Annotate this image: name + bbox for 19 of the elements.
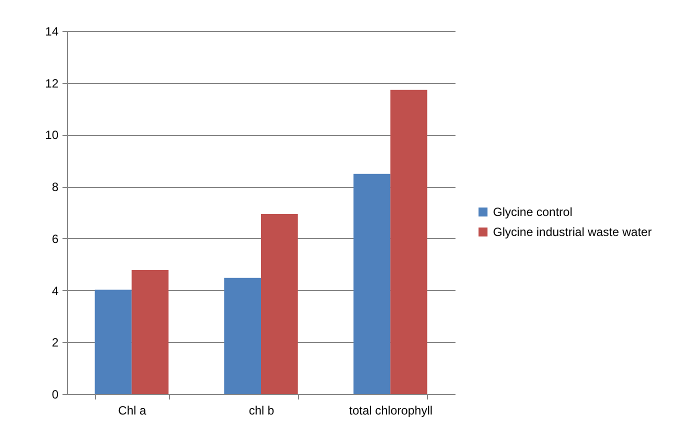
bar xyxy=(224,278,261,394)
bar xyxy=(390,90,428,394)
y-tick-label: 10 xyxy=(45,128,59,142)
x-tick-label: total chlorophyll xyxy=(349,404,433,418)
legend-label: Glycine industrial waste water xyxy=(493,225,652,239)
y-tick-label: 0 xyxy=(52,388,59,402)
legend-label: Glycine control xyxy=(493,205,572,219)
x-tick-label: Chl a xyxy=(118,404,146,418)
bar xyxy=(353,174,390,394)
bar xyxy=(261,214,298,394)
y-tick-label: 8 xyxy=(52,180,59,194)
y-tick-label: 4 xyxy=(52,284,59,298)
bar xyxy=(94,290,132,394)
y-tick-label: 14 xyxy=(45,24,59,38)
bar xyxy=(132,270,169,394)
y-tick-label: 12 xyxy=(45,76,59,90)
x-tick-label: chl b xyxy=(248,404,274,418)
y-tick-label: 6 xyxy=(52,232,59,246)
y-tick-label: 2 xyxy=(52,336,59,350)
